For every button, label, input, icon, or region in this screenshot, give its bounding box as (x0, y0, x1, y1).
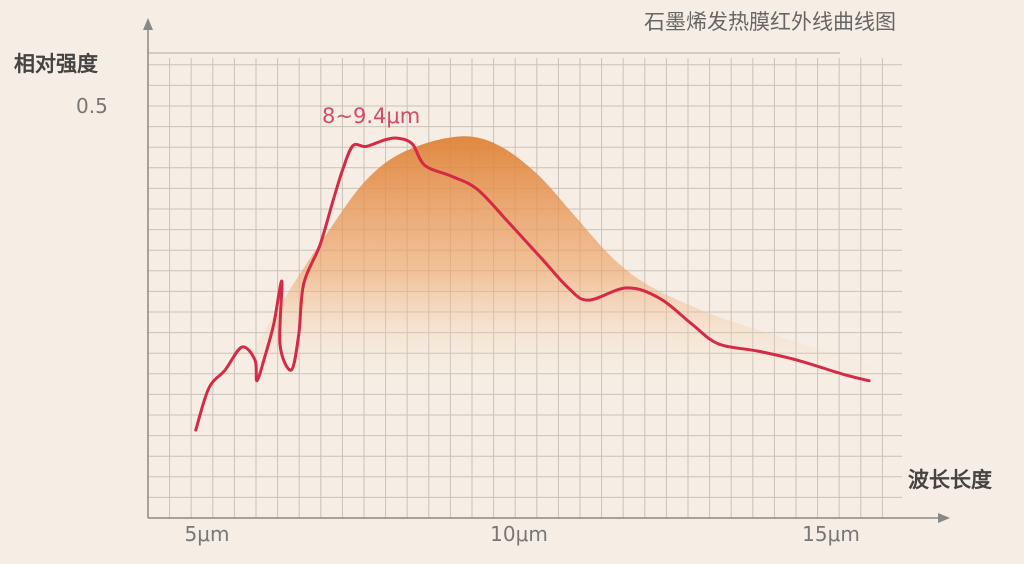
x-axis-label: 波长长度 (908, 468, 992, 492)
x-tick-label: 10μm (490, 522, 548, 546)
chart-title: 石墨烯发热膜红外线曲线图 (644, 10, 896, 34)
x-axis-arrow (938, 513, 950, 523)
y-axis-label: 相对强度 (14, 52, 98, 76)
emission-area-series (255, 136, 876, 387)
peak-annotation: 8~9.4μm (322, 104, 421, 128)
y-axis-arrow (143, 18, 153, 30)
x-tick-label: 15μm (802, 522, 860, 546)
x-tick-label: 5μm (184, 522, 230, 546)
infrared-curve-series (194, 136, 871, 432)
y-tick-label: 0.5 (76, 94, 108, 118)
